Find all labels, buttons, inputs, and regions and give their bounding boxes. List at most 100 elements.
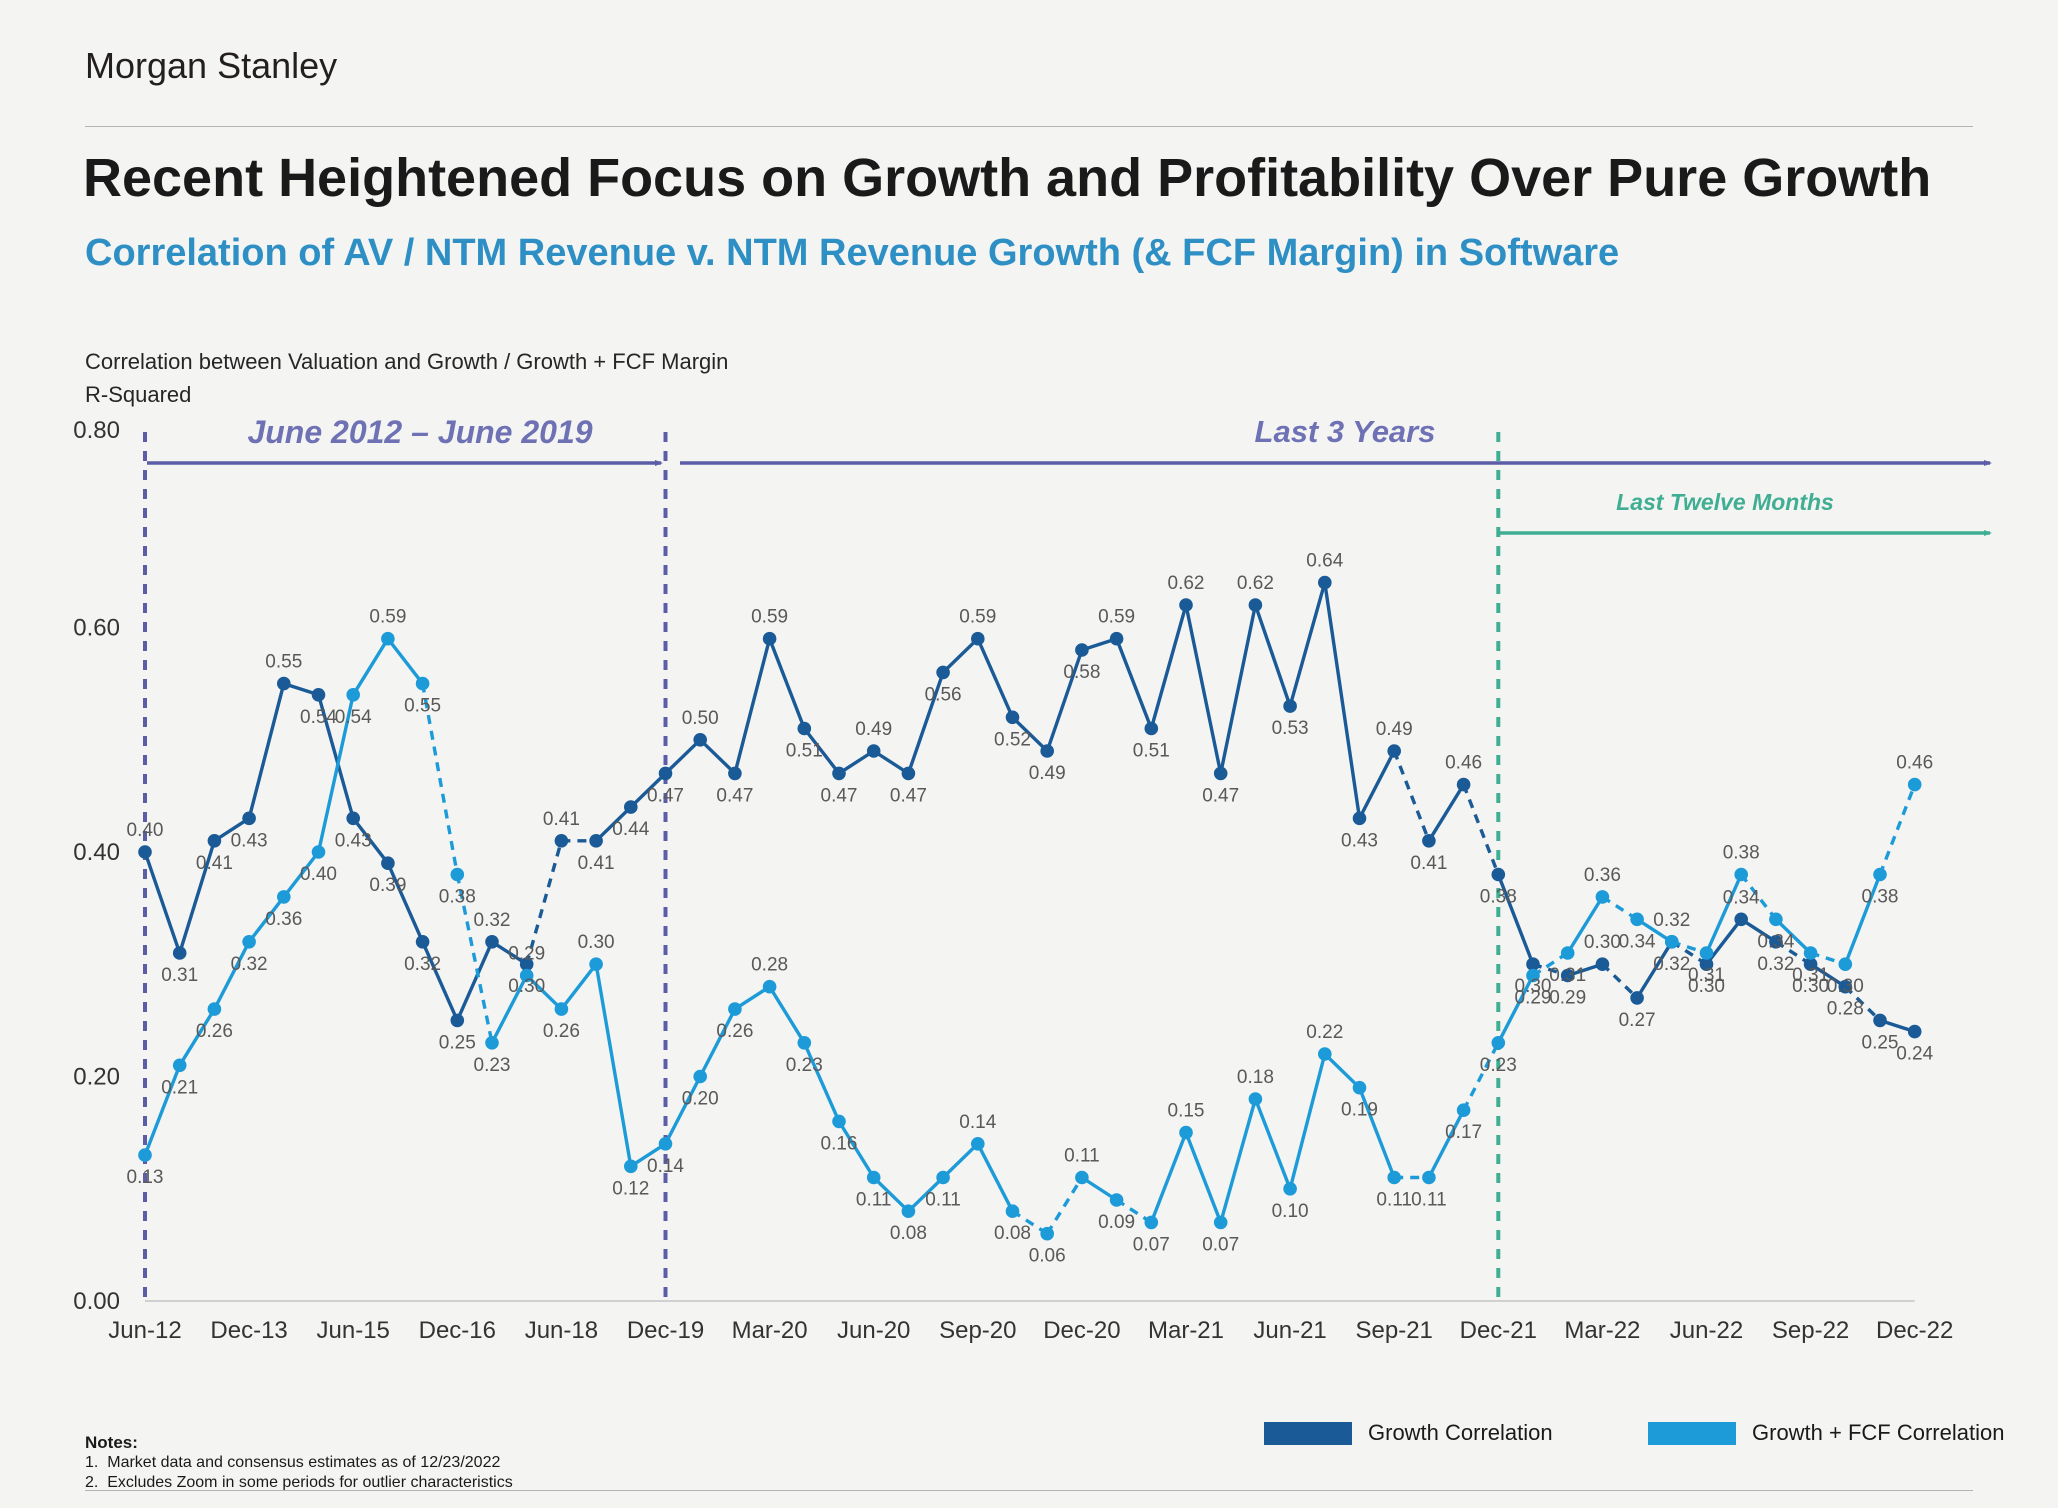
svg-text:0.29: 0.29 (508, 944, 545, 965)
svg-text:0.29: 0.29 (1515, 988, 1552, 1009)
svg-text:0.43: 0.43 (1341, 830, 1378, 851)
svg-text:0.34: 0.34 (1723, 887, 1760, 908)
svg-text:Dec-21: Dec-21 (1460, 1317, 1537, 1344)
svg-text:0.23: 0.23 (474, 1055, 511, 1076)
svg-text:0.26: 0.26 (196, 1021, 233, 1042)
svg-text:0.58: 0.58 (1063, 662, 1100, 683)
svg-text:0.52: 0.52 (994, 729, 1031, 750)
svg-text:Dec-16: Dec-16 (419, 1317, 496, 1344)
svg-text:0.11: 0.11 (856, 1190, 892, 1211)
svg-text:0.41: 0.41 (196, 853, 233, 874)
svg-text:0.15: 0.15 (1168, 1101, 1205, 1122)
svg-text:0.40: 0.40 (300, 864, 337, 885)
svg-text:0.49: 0.49 (1029, 763, 1066, 784)
svg-text:0.47: 0.47 (647, 785, 684, 806)
svg-text:0.27: 0.27 (1619, 1010, 1656, 1031)
svg-text:0.08: 0.08 (994, 1223, 1031, 1244)
svg-text:0.28: 0.28 (751, 955, 788, 976)
svg-text:0.09: 0.09 (1098, 1212, 1135, 1233)
svg-text:0.19: 0.19 (1341, 1100, 1378, 1121)
svg-text:0.80: 0.80 (73, 417, 120, 444)
svg-text:0.08: 0.08 (890, 1223, 927, 1244)
svg-text:0.62: 0.62 (1237, 573, 1274, 594)
svg-text:Jun-20: Jun-20 (837, 1317, 910, 1344)
svg-text:0.39: 0.39 (369, 875, 406, 896)
svg-text:0.14: 0.14 (647, 1156, 684, 1177)
svg-text:0.41: 0.41 (543, 809, 580, 830)
svg-text:0.31: 0.31 (1792, 965, 1829, 986)
svg-text:Mar-22: Mar-22 (1564, 1317, 1640, 1344)
svg-text:0.32: 0.32 (404, 954, 441, 975)
svg-text:0.43: 0.43 (231, 830, 268, 851)
svg-text:0.41: 0.41 (1410, 853, 1447, 874)
svg-text:0.07: 0.07 (1133, 1234, 1170, 1255)
svg-text:Dec-20: Dec-20 (1043, 1317, 1120, 1344)
svg-text:0.46: 0.46 (1445, 753, 1482, 774)
svg-text:0.49: 0.49 (855, 719, 892, 740)
svg-text:0.40: 0.40 (73, 839, 120, 866)
svg-text:0.31: 0.31 (1549, 965, 1586, 986)
svg-text:0.38: 0.38 (1723, 843, 1760, 864)
svg-text:0.10: 0.10 (1272, 1201, 1309, 1222)
svg-text:Mar-21: Mar-21 (1148, 1317, 1224, 1344)
svg-text:0.11: 0.11 (1064, 1146, 1100, 1167)
svg-text:0.25: 0.25 (1862, 1032, 1899, 1053)
svg-text:0.24: 0.24 (1896, 1044, 1933, 1065)
svg-text:0.26: 0.26 (543, 1021, 580, 1042)
svg-text:0.29: 0.29 (1549, 988, 1586, 1009)
svg-text:0.00: 0.00 (73, 1288, 120, 1315)
svg-text:0.56: 0.56 (925, 684, 962, 705)
svg-text:0.32: 0.32 (474, 910, 511, 931)
svg-text:0.30: 0.30 (1584, 932, 1621, 953)
svg-text:0.41: 0.41 (578, 853, 615, 874)
svg-text:0.38: 0.38 (439, 887, 476, 908)
svg-text:0.32: 0.32 (1653, 910, 1690, 931)
svg-text:0.36: 0.36 (1584, 865, 1621, 886)
svg-text:0.06: 0.06 (1029, 1246, 1066, 1267)
svg-text:0.21: 0.21 (161, 1077, 198, 1098)
svg-text:0.47: 0.47 (821, 785, 858, 806)
svg-text:0.11: 0.11 (1376, 1190, 1412, 1211)
svg-text:0.31: 0.31 (161, 965, 198, 986)
svg-text:0.16: 0.16 (821, 1133, 858, 1154)
svg-text:0.32: 0.32 (1653, 954, 1690, 975)
svg-text:Jun-22: Jun-22 (1670, 1317, 1743, 1344)
svg-text:0.30: 0.30 (508, 976, 545, 997)
svg-text:Jun-18: Jun-18 (525, 1317, 598, 1344)
svg-text:Dec-22: Dec-22 (1876, 1317, 1953, 1344)
svg-text:0.54: 0.54 (300, 707, 337, 728)
svg-text:0.11: 0.11 (1411, 1190, 1447, 1211)
svg-text:0.47: 0.47 (1202, 785, 1239, 806)
svg-text:0.25: 0.25 (439, 1032, 476, 1053)
svg-text:0.30: 0.30 (1827, 976, 1864, 997)
svg-text:0.13: 0.13 (127, 1167, 164, 1188)
svg-text:0.54: 0.54 (335, 707, 372, 728)
svg-text:0.26: 0.26 (716, 1021, 753, 1042)
svg-text:0.17: 0.17 (1445, 1122, 1482, 1143)
svg-text:0.46: 0.46 (1896, 753, 1933, 774)
svg-text:0.20: 0.20 (682, 1089, 719, 1110)
svg-text:0.12: 0.12 (612, 1178, 649, 1199)
svg-text:Jun-21: Jun-21 (1253, 1317, 1326, 1344)
svg-text:0.18: 0.18 (1237, 1067, 1274, 1088)
svg-text:0.51: 0.51 (786, 741, 823, 762)
svg-text:0.07: 0.07 (1202, 1234, 1239, 1255)
svg-text:0.55: 0.55 (404, 696, 441, 717)
svg-text:0.34: 0.34 (1757, 931, 1794, 952)
svg-text:0.55: 0.55 (265, 652, 302, 673)
svg-text:0.64: 0.64 (1306, 551, 1343, 572)
svg-text:0.44: 0.44 (612, 819, 649, 840)
svg-text:0.36: 0.36 (265, 909, 302, 930)
svg-text:0.50: 0.50 (682, 708, 719, 729)
svg-text:Sep-22: Sep-22 (1772, 1317, 1849, 1344)
svg-text:0.59: 0.59 (751, 607, 788, 628)
svg-text:0.38: 0.38 (1862, 887, 1899, 908)
svg-text:Dec-13: Dec-13 (210, 1317, 287, 1344)
svg-text:0.38: 0.38 (1480, 887, 1517, 908)
svg-text:0.31: 0.31 (1688, 965, 1725, 986)
svg-text:0.49: 0.49 (1376, 719, 1413, 740)
svg-text:Dec-19: Dec-19 (627, 1317, 704, 1344)
svg-text:0.22: 0.22 (1306, 1022, 1343, 1043)
svg-text:0.20: 0.20 (73, 1064, 120, 1091)
svg-text:0.32: 0.32 (231, 954, 268, 975)
